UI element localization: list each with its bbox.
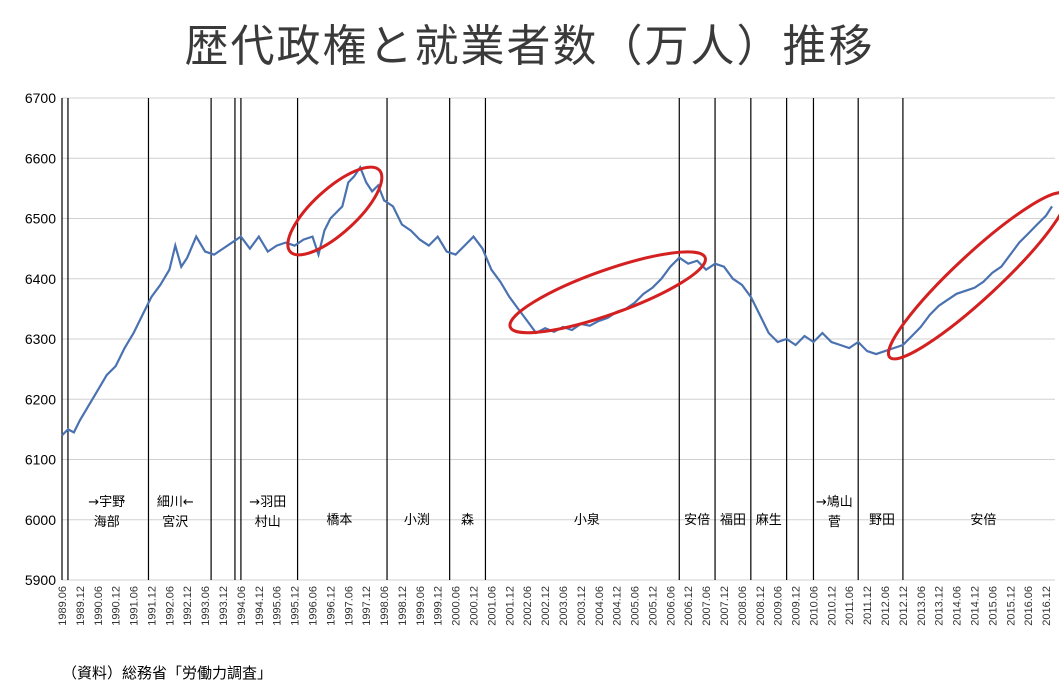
x-tick-label: 2004.12 xyxy=(612,586,624,626)
cabinet-boundaries xyxy=(61,98,904,580)
y-tick-label: 6200 xyxy=(25,391,56,407)
x-tick-label: 2000.12 xyxy=(469,586,481,626)
chart-title: 歴代政権と就業者数（万人）推移 xyxy=(184,21,875,72)
cabinet-label: 安倍 xyxy=(970,513,996,528)
employment-series-line xyxy=(61,164,1053,437)
x-tick-label: 2012.06 xyxy=(880,586,892,626)
x-tick-label: 2013.12 xyxy=(934,586,946,626)
x-tick-label: 2013.06 xyxy=(916,586,928,626)
x-tick-label: 2006.12 xyxy=(683,586,695,626)
x-tick-label: 1991.06 xyxy=(129,586,141,626)
x-tick-label: 2005.06 xyxy=(630,586,642,626)
x-tick-label: 2007.06 xyxy=(701,586,713,626)
x-tick-label: 2016.06 xyxy=(1023,586,1035,626)
cabinet-label: 村山 xyxy=(255,515,281,530)
x-tick-label: 2004.06 xyxy=(594,586,606,626)
cabinet-label: 小泉 xyxy=(574,512,600,528)
x-tick-label: 2011.12 xyxy=(862,586,874,625)
cabinet-label: 麻生 xyxy=(756,513,782,528)
cabinet-label: 福田 xyxy=(720,513,746,528)
x-tick-label: 2000.06 xyxy=(451,586,463,626)
x-tick-label: 2006.06 xyxy=(665,586,677,626)
cabinet-label: →宇野 xyxy=(88,495,125,510)
y-axis: 5900 6000 6100 6200 6300 6400 6500 6600 6700 xyxy=(25,90,63,588)
cabinet-labels: →宇野海部細川←宮沢→羽田村山 橋本 小渕森小泉 安倍 福田 麻生→鳩山菅 野田 安倍 xyxy=(88,495,996,530)
x-tick-label: 1997.12 xyxy=(361,586,373,626)
y-tick-label: 6600 xyxy=(25,150,56,166)
x-tick-label: 2015.12 xyxy=(1005,586,1017,626)
x-tick-label: 2014.12 xyxy=(969,586,981,626)
x-tick-label: 1993.06 xyxy=(200,586,212,626)
y-tick-label: 6500 xyxy=(25,211,56,227)
cabinet-label: 菅 xyxy=(828,515,841,530)
highlight-ellipses xyxy=(286,165,1059,361)
x-tick-label: 2008.06 xyxy=(737,586,749,626)
cabinet-label: 小渕 xyxy=(404,513,430,528)
x-tick-label: 1994.06 xyxy=(236,586,248,626)
highlight-ellipse xyxy=(286,165,384,257)
highlight-ellipse xyxy=(886,191,1059,361)
x-tick-label: 1990.12 xyxy=(111,586,123,626)
x-tick-label: 2007.12 xyxy=(719,586,731,626)
cabinet-label: 森 xyxy=(461,513,474,528)
x-tick-label: 1990.06 xyxy=(93,586,105,626)
x-tick-label: 1999.12 xyxy=(433,586,445,626)
x-tick-label: 1992.12 xyxy=(182,586,194,626)
grid-layer xyxy=(62,97,1055,581)
x-tick-label: 2010.12 xyxy=(826,586,838,626)
x-tick-label: 2016.12 xyxy=(1041,586,1053,626)
highlight-ellipse xyxy=(508,250,707,335)
x-tick-label: 2002.12 xyxy=(540,586,552,626)
x-tick-label: 2002.06 xyxy=(522,586,534,626)
x-tick-label: 2015.06 xyxy=(987,586,999,626)
cabinet-label: 橋本 xyxy=(326,513,352,528)
x-tick-label: 2005.12 xyxy=(647,586,659,626)
x-tick-label: 2001.06 xyxy=(486,586,498,626)
x-tick-label: 2012.12 xyxy=(898,586,910,626)
x-tick-label: 1998.12 xyxy=(397,586,409,626)
cabinet-label: 安倍 xyxy=(684,513,710,528)
y-tick-label: 6400 xyxy=(25,271,56,287)
x-tick-label: 1989.12 xyxy=(75,586,87,626)
cabinet-label: 細川← xyxy=(157,495,194,510)
x-tick-label: 2009.12 xyxy=(791,586,803,626)
cabinet-label: →鳩山 xyxy=(816,495,853,510)
y-tick-label: 6100 xyxy=(25,452,56,468)
x-tick-label: 1994.12 xyxy=(254,586,266,626)
x-tick-label: 1995.12 xyxy=(290,586,302,626)
x-tick-label: 2008.12 xyxy=(755,586,767,626)
cabinet-label: →羽田 xyxy=(249,495,286,510)
x-tick-label: 2003.06 xyxy=(558,586,570,626)
y-tick-label: 6000 xyxy=(25,512,56,528)
x-tick-label: 1996.06 xyxy=(307,586,319,626)
x-tick-label: 1999.06 xyxy=(415,586,427,626)
x-axis: 1989.06 1989.12 1990.06 1990.12 1991.06 1991.… xyxy=(57,586,1053,626)
x-tick-label: 2010.06 xyxy=(808,586,820,626)
x-tick-label: 1997.06 xyxy=(343,586,355,626)
x-tick-label: 1989.06 xyxy=(57,586,69,626)
source-note: （資料）総務省「労働力調査」 xyxy=(62,664,273,682)
x-tick-label: 1993.12 xyxy=(218,586,230,626)
x-tick-label: 1991.12 xyxy=(146,586,158,626)
x-tick-label: 1992.06 xyxy=(164,586,176,626)
y-tick-label: 6300 xyxy=(25,331,56,347)
x-tick-label: 1995.06 xyxy=(272,586,284,626)
x-tick-label: 2011.06 xyxy=(844,586,856,625)
y-tick-label: 5900 xyxy=(25,572,56,588)
x-tick-label: 2014.06 xyxy=(952,586,964,626)
x-tick-label: 2003.12 xyxy=(576,586,588,626)
cabinet-label: 海部 xyxy=(94,515,120,530)
y-tick-label: 6700 xyxy=(25,90,56,106)
x-tick-label: 1996.12 xyxy=(325,586,337,626)
x-tick-label: 2009.06 xyxy=(773,586,785,626)
cabinet-label: 野田 xyxy=(869,513,895,528)
x-tick-label: 2001.12 xyxy=(504,586,516,626)
x-tick-label: 1998.06 xyxy=(379,586,391,626)
cabinet-label: 宮沢 xyxy=(162,514,188,530)
